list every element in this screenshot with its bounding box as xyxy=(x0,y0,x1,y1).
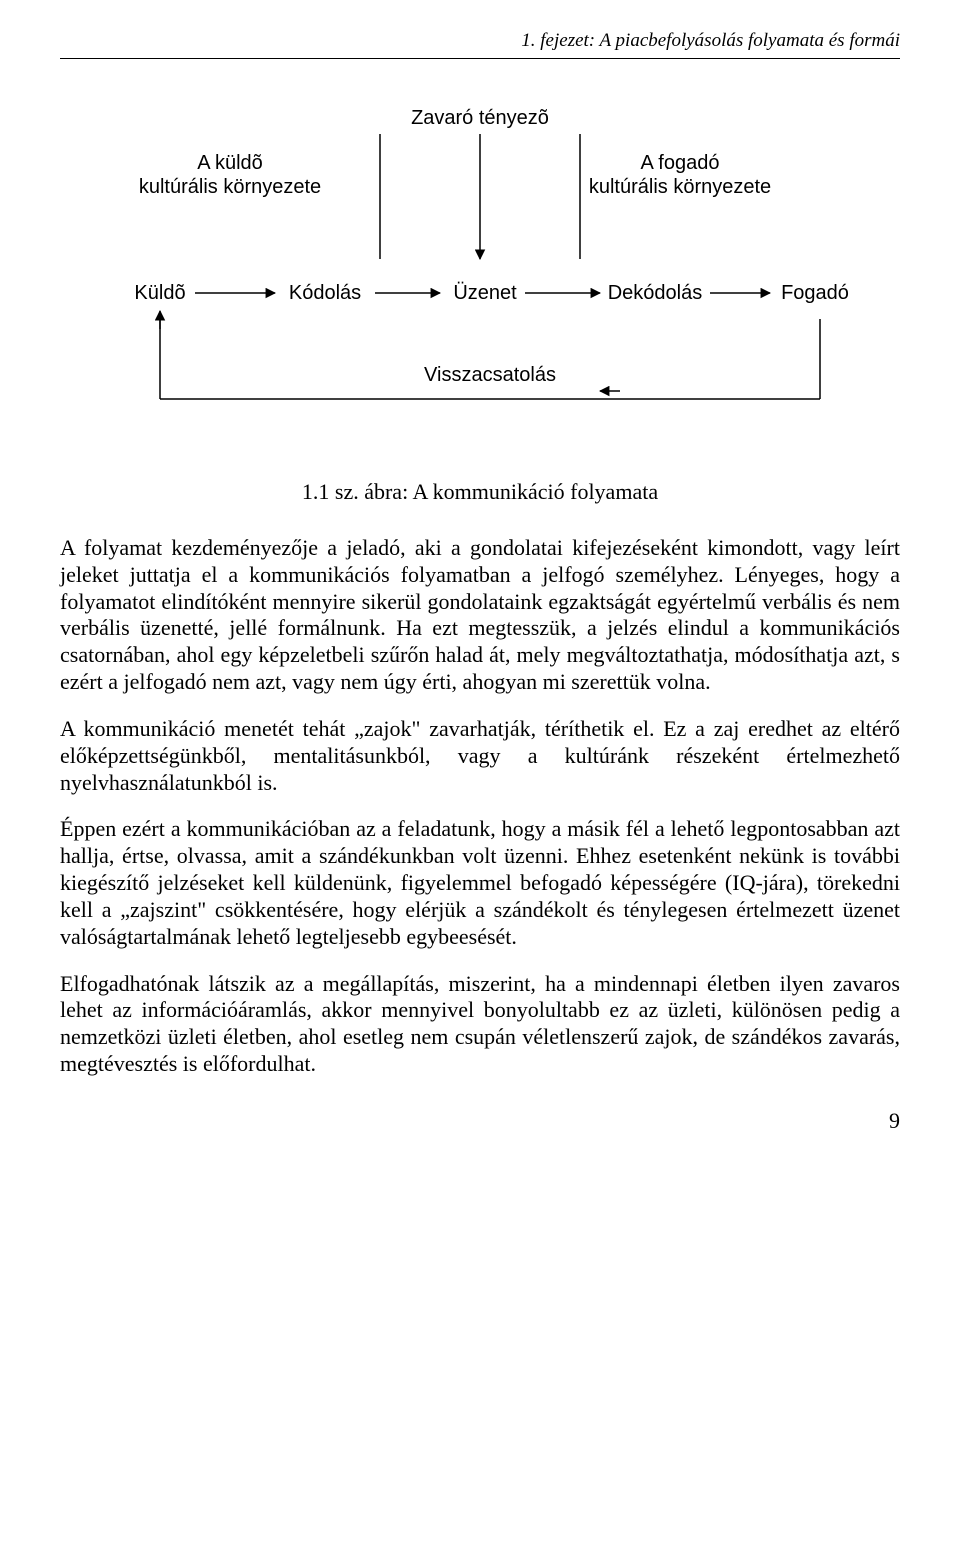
figure-caption: 1.1 sz. ábra: A kommunikáció folyamata xyxy=(60,479,900,505)
paragraph-1: A folyamat kezdeményezője a jeladó, aki … xyxy=(60,535,900,696)
diagram-title: Zavaró tényezõ xyxy=(411,107,549,129)
header-rule xyxy=(60,58,900,59)
sender-env-line1: A küldõ xyxy=(197,152,263,174)
sender-env-line2: kultúrális környezete xyxy=(139,176,321,198)
node-receiver: Fogadó xyxy=(781,282,849,304)
node-encoding: Kódolás xyxy=(289,282,361,304)
communication-diagram: Zavaró tényezõ A küldõ kultúrális környe… xyxy=(60,99,900,439)
feedback-label: Visszacsatolás xyxy=(424,364,556,386)
paragraph-2: A kommunikáció menetét tehát „zajok" zav… xyxy=(60,716,900,796)
receiver-env-line1: A fogadó xyxy=(641,152,720,174)
chapter-header: 1. fejezet: A piacbefolyásolás folyamata… xyxy=(60,30,900,52)
node-decoding: Dekódolás xyxy=(608,282,703,304)
node-sender: Küldõ xyxy=(134,282,185,304)
diagram-svg: Zavaró tényezõ A küldõ kultúrális környe… xyxy=(100,99,860,439)
paragraph-3: Éppen ezért a kommunikációban az a felad… xyxy=(60,816,900,950)
receiver-env-line2: kultúrális környezete xyxy=(589,176,771,198)
page-number: 9 xyxy=(60,1108,900,1134)
paragraph-4: Elfogadhatónak látszik az a megállapítás… xyxy=(60,971,900,1078)
node-message: Üzenet xyxy=(453,282,517,304)
